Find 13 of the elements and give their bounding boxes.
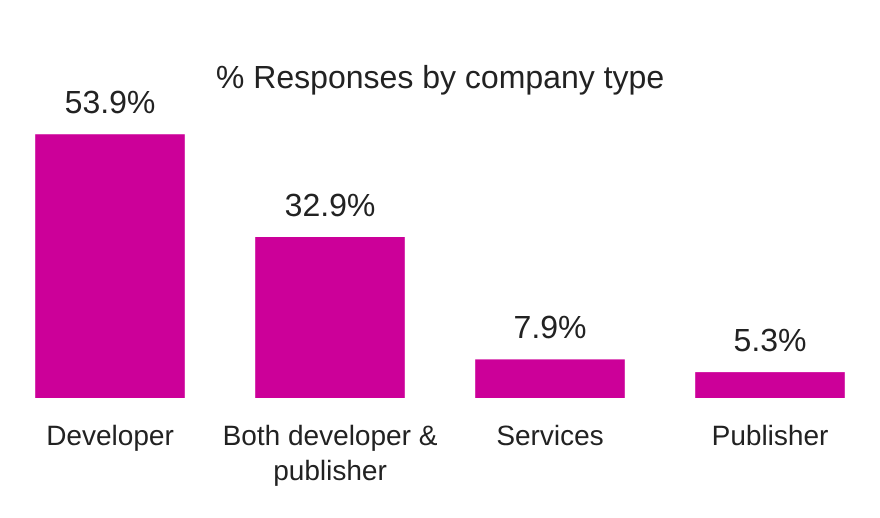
x-tick-label: Both developer & publisher — [222, 420, 438, 486]
bar — [255, 237, 405, 398]
bar — [35, 134, 185, 398]
x-tick-label: Developer — [46, 420, 174, 452]
data-label: 5.3% — [734, 322, 806, 358]
data-label: 7.9% — [514, 309, 586, 346]
data-label: 53.9% — [64, 84, 156, 120]
data-label: 32.9% — [284, 186, 376, 223]
bar — [475, 359, 625, 398]
x-tick-label: Publisher — [712, 420, 828, 452]
x-tick-label: Services — [496, 420, 604, 452]
chart-title: % Responses by company type — [216, 59, 664, 96]
bar — [695, 372, 845, 398]
